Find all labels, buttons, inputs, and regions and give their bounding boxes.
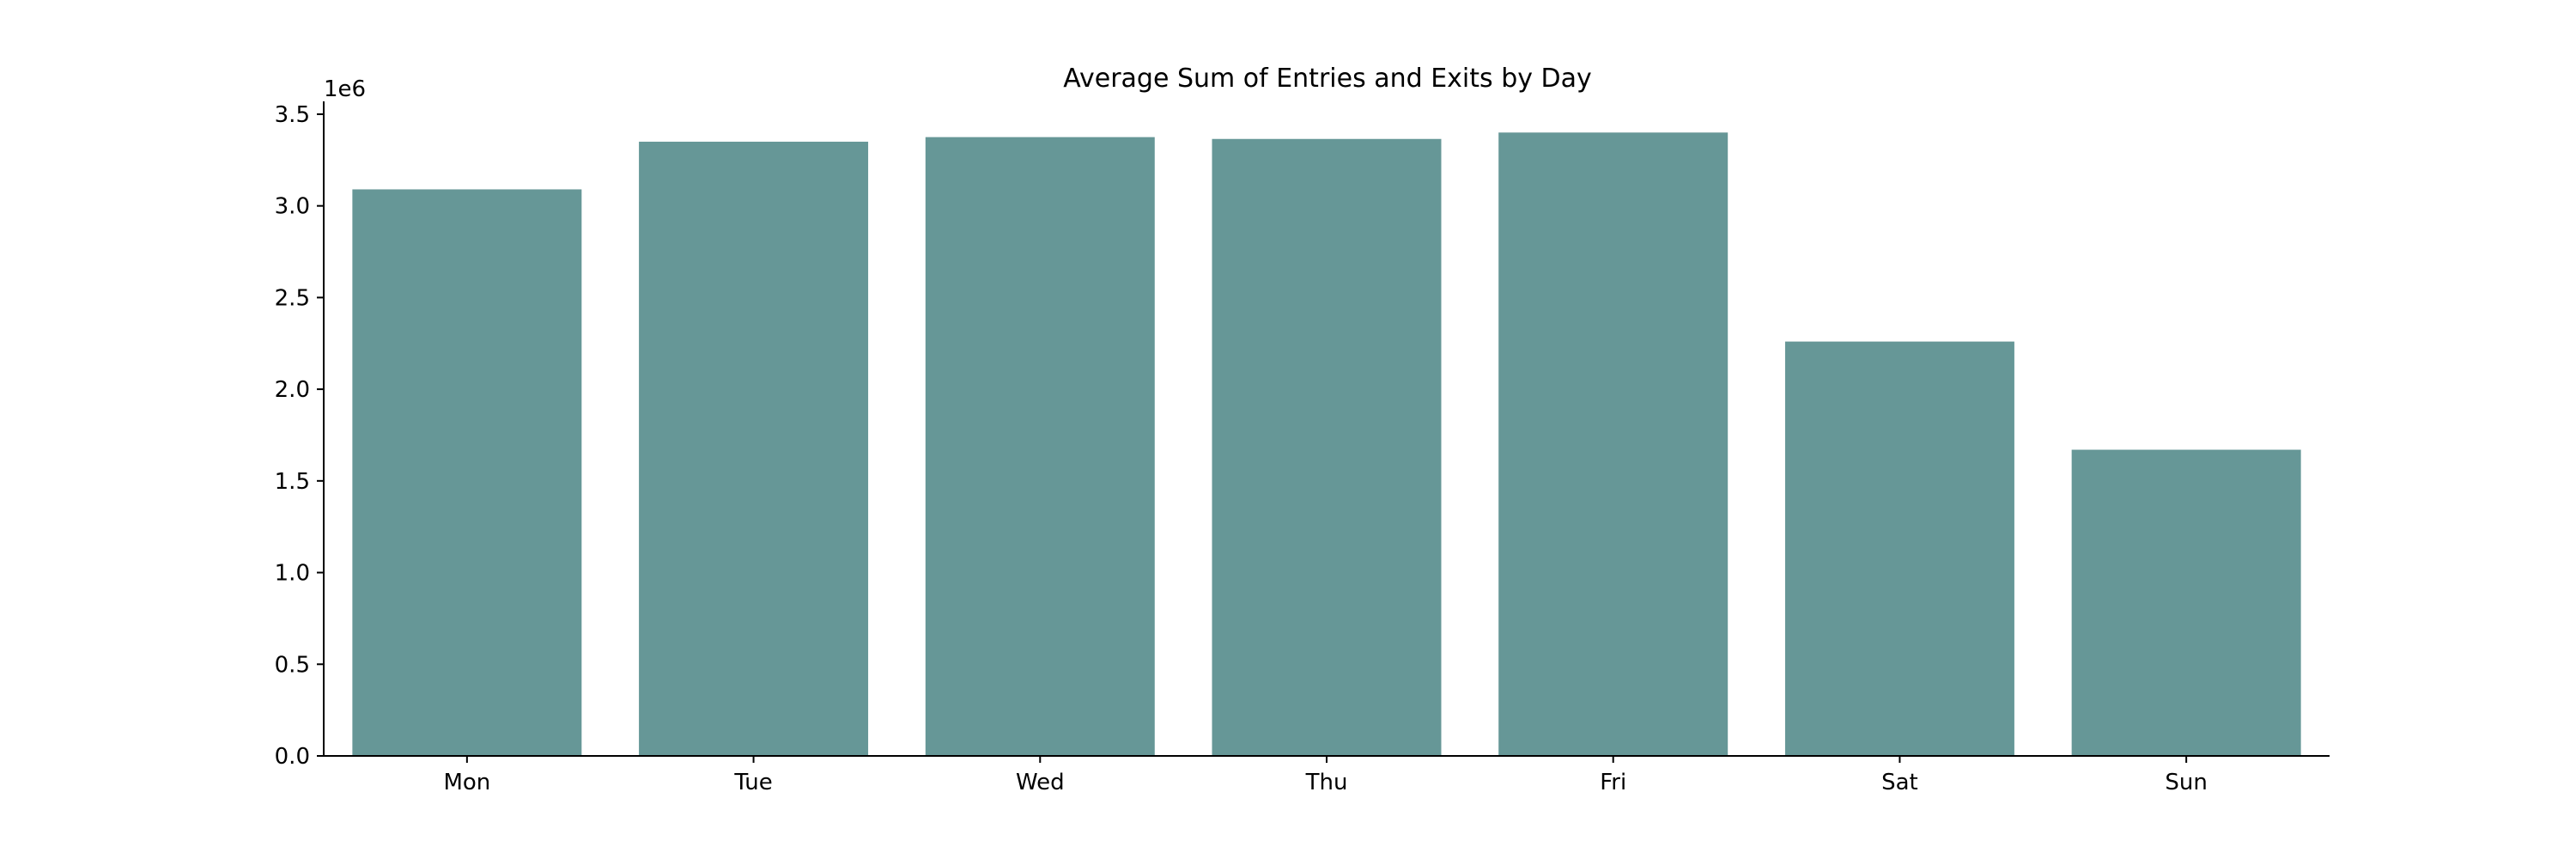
x-axis-ticks: Mon Tue Wed Thu Fri Sat Sun bbox=[443, 756, 2207, 795]
x-tick-label-sun: Sun bbox=[2165, 770, 2207, 795]
y-tick-label-7: 3.5 bbox=[275, 102, 310, 128]
bars-group bbox=[352, 132, 2300, 756]
chart-title: Average Sum of Entries and Exits by Day bbox=[1063, 64, 1592, 94]
x-tick-label-thu: Thu bbox=[1305, 770, 1348, 795]
x-tick-label-wed: Wed bbox=[1016, 770, 1065, 795]
x-tick-label-sat: Sat bbox=[1881, 770, 1918, 795]
y-tick-label-6: 3.0 bbox=[275, 194, 310, 220]
y-tick-label-2: 1.0 bbox=[275, 561, 310, 587]
y-tick-label-1: 0.5 bbox=[275, 652, 310, 678]
x-tick-label-fri: Fri bbox=[1600, 770, 1626, 795]
y-axis-offset-label: 1e6 bbox=[324, 76, 366, 102]
x-tick-label-mon: Mon bbox=[443, 770, 490, 795]
x-tick-label-tue: Tue bbox=[733, 770, 772, 795]
y-tick-label-5: 2.5 bbox=[275, 285, 310, 311]
bar-wed bbox=[926, 137, 1155, 756]
y-tick-label-3: 1.5 bbox=[275, 469, 310, 495]
y-tick-label-4: 2.0 bbox=[275, 377, 310, 403]
y-tick-label-0: 0.0 bbox=[275, 744, 310, 770]
bar-sun bbox=[2072, 450, 2301, 756]
bar-mon bbox=[352, 189, 581, 756]
bar-tue bbox=[639, 142, 868, 756]
y-axis-ticks: 0.0 0.5 1.0 1.5 2.0 2.5 3.0 3.5 bbox=[275, 102, 324, 770]
bar-sat bbox=[1785, 342, 2014, 756]
bar-thu bbox=[1212, 139, 1442, 756]
bar-fri bbox=[1498, 132, 1728, 756]
